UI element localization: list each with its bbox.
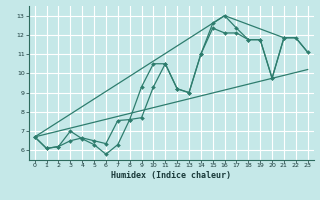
X-axis label: Humidex (Indice chaleur): Humidex (Indice chaleur) — [111, 171, 231, 180]
